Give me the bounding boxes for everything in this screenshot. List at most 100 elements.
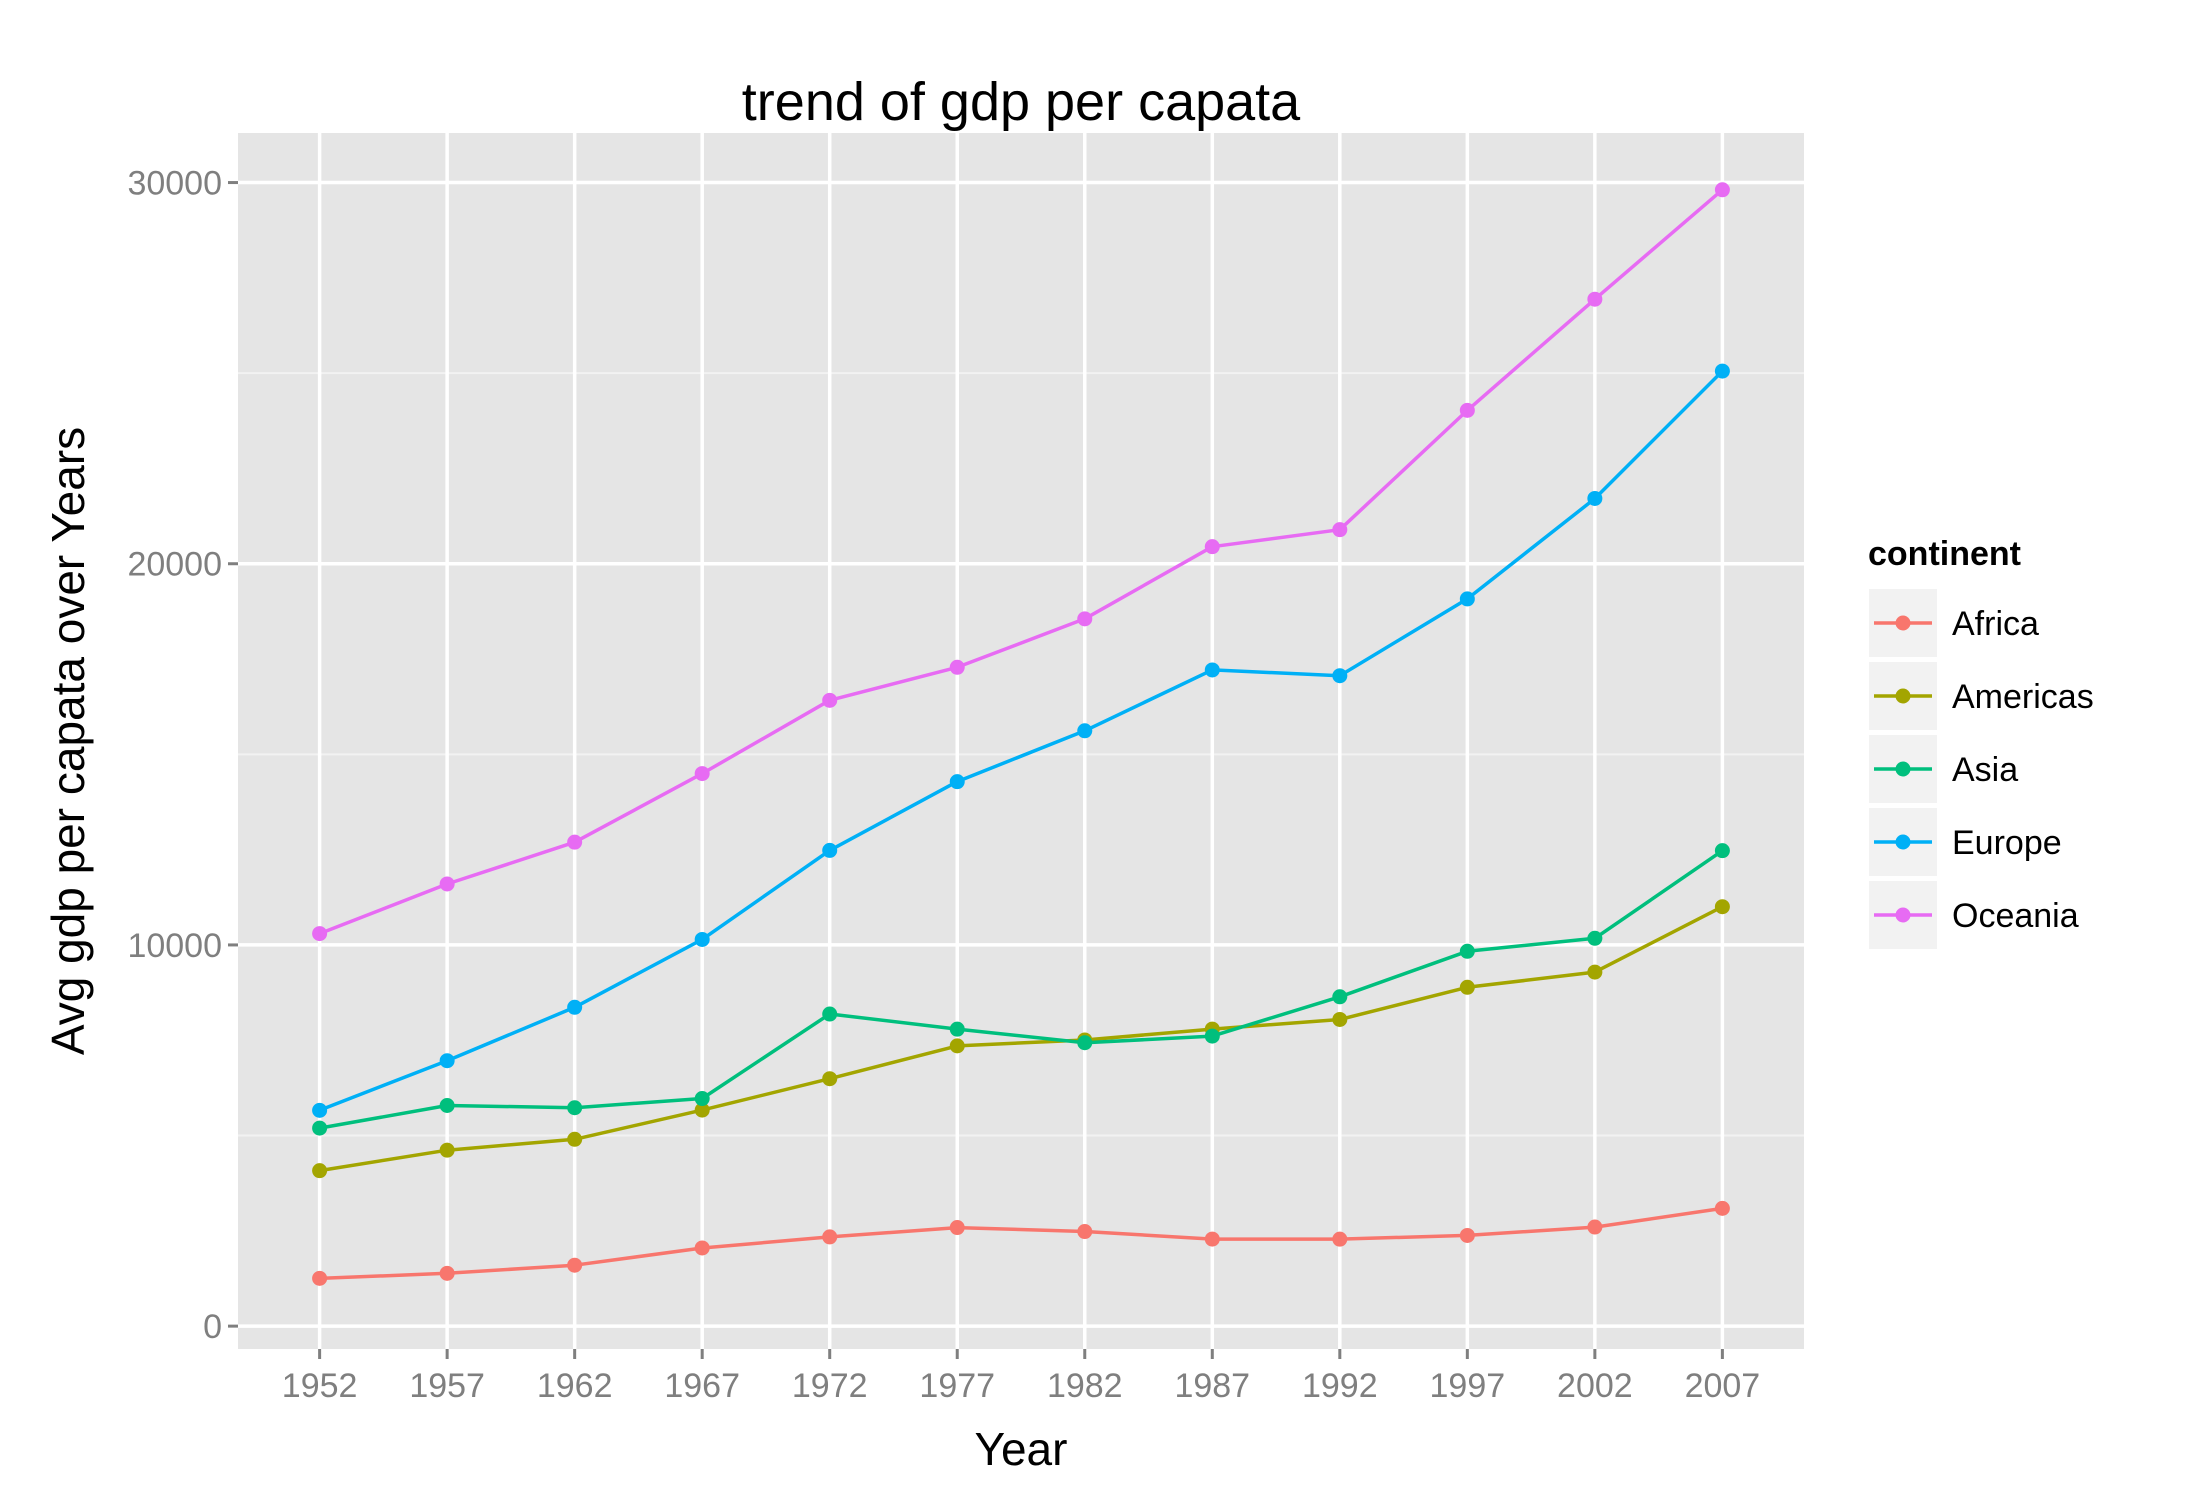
x-tick-label: 1977 xyxy=(919,1367,995,1405)
legend-item-americas: Americas xyxy=(1867,660,2094,732)
data-point xyxy=(1332,1011,1348,1027)
data-point xyxy=(822,1071,838,1087)
y-axis-title: Avg gdp per capata over Years xyxy=(42,427,94,1055)
x-tick-label: 1987 xyxy=(1174,1367,1250,1405)
legend-label: Asia xyxy=(1952,751,2018,789)
x-tick-label: 1957 xyxy=(409,1367,485,1405)
data-point xyxy=(1459,1227,1475,1243)
series-africa xyxy=(312,1200,1730,1286)
data-point xyxy=(312,1163,328,1179)
data-point xyxy=(1587,964,1603,980)
series-layer xyxy=(312,182,1730,1286)
data-point xyxy=(1714,363,1730,379)
data-point xyxy=(567,834,583,850)
data-point xyxy=(949,1021,965,1037)
data-point xyxy=(1714,182,1730,198)
x-tick-label: 1967 xyxy=(664,1367,740,1405)
data-point xyxy=(1332,522,1348,538)
series-line xyxy=(319,849,1724,1130)
x-tick-label: 1952 xyxy=(282,1367,358,1405)
legend-key-point xyxy=(1895,761,1911,777)
data-point xyxy=(1459,591,1475,607)
data-point xyxy=(822,1229,838,1245)
data-point xyxy=(1459,402,1475,418)
data-point xyxy=(1459,943,1475,959)
plot-panel xyxy=(238,133,1804,1349)
legend-item-europe: Europe xyxy=(1867,806,2062,878)
data-point xyxy=(312,926,328,942)
data-point xyxy=(1587,1219,1603,1235)
legend-key-point xyxy=(1895,907,1911,923)
data-point xyxy=(694,1240,710,1256)
legend: continent Africa Americas Asia Europe Oceani… xyxy=(1867,535,2094,951)
data-point xyxy=(567,1131,583,1147)
x-tick-label: 1992 xyxy=(1302,1367,1378,1405)
data-point xyxy=(949,659,965,675)
data-point xyxy=(312,1102,328,1118)
data-point xyxy=(694,1102,710,1118)
data-point xyxy=(439,1265,455,1281)
y-tick-label: 30000 xyxy=(127,165,222,203)
legend-key-point xyxy=(1895,688,1911,704)
data-point xyxy=(949,1220,965,1236)
data-point xyxy=(1714,843,1730,859)
data-point xyxy=(439,1142,455,1158)
data-point xyxy=(1077,1224,1093,1240)
series-line xyxy=(318,369,1724,1112)
data-point xyxy=(694,1091,710,1107)
data-point xyxy=(1332,1231,1348,1247)
y-tick-label: 20000 xyxy=(127,546,222,584)
data-point xyxy=(312,1120,328,1136)
data-point xyxy=(1077,1035,1093,1051)
gridlines xyxy=(238,133,1804,1349)
x-tick-label: 1972 xyxy=(792,1367,868,1405)
x-tick-label: 1982 xyxy=(1047,1367,1123,1405)
data-point xyxy=(694,766,710,782)
data-point xyxy=(567,1257,583,1273)
legend-items: Africa Americas Asia Europe Oceania xyxy=(1867,587,2094,951)
series-europe xyxy=(312,363,1730,1118)
data-point xyxy=(1587,291,1603,307)
x-tick-label: 1962 xyxy=(537,1367,613,1405)
data-point xyxy=(1077,611,1093,627)
data-point xyxy=(1714,899,1730,915)
data-point xyxy=(1714,1200,1730,1216)
data-point xyxy=(1332,989,1348,1005)
data-point xyxy=(312,1270,328,1286)
legend-label: Oceania xyxy=(1952,897,2079,935)
data-point xyxy=(1204,1231,1220,1247)
legend-key-point xyxy=(1895,834,1911,850)
data-point xyxy=(822,1006,838,1022)
legend-label: Europe xyxy=(1952,824,2062,862)
legend-key-point xyxy=(1895,615,1911,631)
data-point xyxy=(439,876,455,892)
data-point xyxy=(567,999,583,1015)
data-point xyxy=(1332,668,1348,684)
legend-item-asia: Asia xyxy=(1867,733,2018,805)
data-point xyxy=(822,692,838,708)
data-point xyxy=(567,1100,583,1116)
series-oceania xyxy=(312,182,1730,942)
legend-item-africa: Africa xyxy=(1867,587,2039,659)
y-tick-label: 0 xyxy=(203,1308,222,1346)
data-point xyxy=(1204,1028,1220,1044)
data-point xyxy=(1587,930,1603,946)
data-point xyxy=(439,1053,455,1069)
series-americas xyxy=(312,899,1730,1179)
data-point xyxy=(1077,723,1093,739)
x-tick-label: 2002 xyxy=(1557,1367,1633,1405)
legend-title: continent xyxy=(1868,535,2021,573)
series-line xyxy=(319,1206,1723,1281)
series-asia xyxy=(312,843,1730,1136)
legend-item-oceania: Oceania xyxy=(1867,879,2079,951)
y-tick-label: 10000 xyxy=(127,927,222,965)
x-tick-label: 2007 xyxy=(1685,1367,1761,1405)
data-point xyxy=(439,1097,455,1113)
legend-label: Americas xyxy=(1952,678,2094,716)
series-line xyxy=(318,188,1724,936)
data-point xyxy=(822,842,838,858)
x-tick-label: 1997 xyxy=(1430,1367,1506,1405)
data-point xyxy=(1459,979,1475,995)
series-line xyxy=(319,905,1724,1173)
